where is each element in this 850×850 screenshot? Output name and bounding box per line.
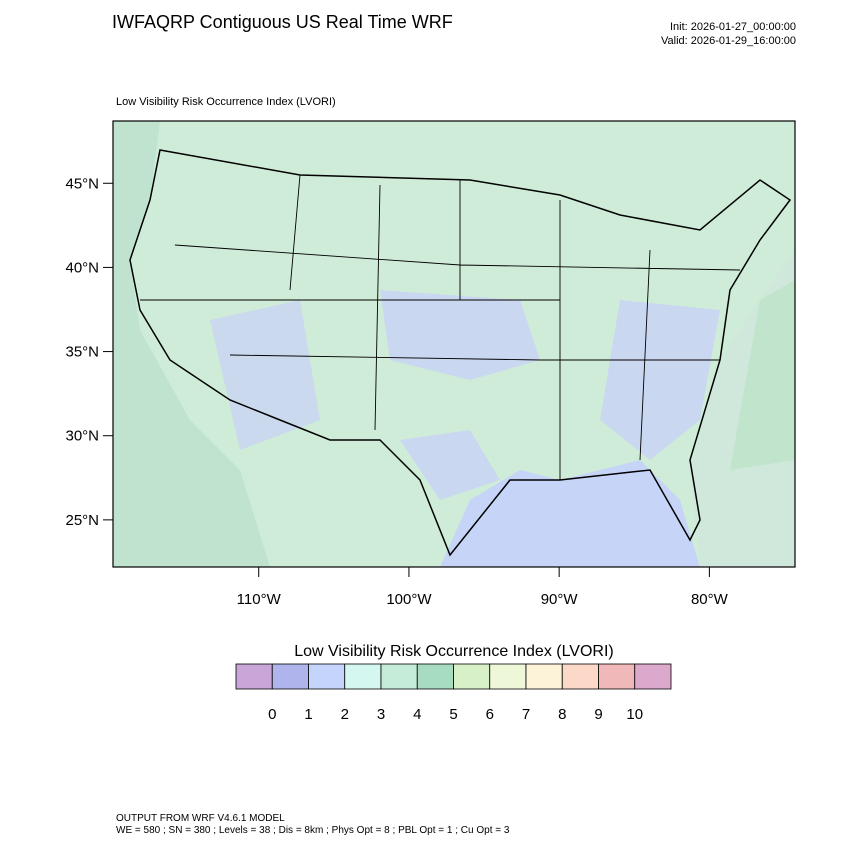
colorbar-box <box>308 663 346 690</box>
colorbar-box <box>561 663 599 690</box>
lon-tick-label: 90°W <box>541 591 579 608</box>
map-frame <box>112 120 796 568</box>
colorbar-box <box>525 663 563 690</box>
footer-line: OUTPUT FROM WRF V4.6.1 MODEL <box>116 813 285 824</box>
lat-tick-label: 35°N <box>65 344 99 361</box>
colorbar-box <box>634 663 672 690</box>
colorbar-label: 0 <box>268 706 276 723</box>
atlantic-shelf <box>730 280 795 470</box>
lat-tick-label: 30°N <box>65 428 99 445</box>
colorbar-box <box>453 663 491 690</box>
init-time: Init: 2026-01-27_00:00:00 <box>670 21 796 33</box>
colorbar-label: 4 <box>413 706 421 723</box>
title: IWFAQRP Contiguous US Real Time WRF <box>112 12 453 32</box>
pacific <box>113 121 270 567</box>
lon-tick-label: 80°W <box>691 591 729 608</box>
colorbar-label: 1 <box>304 706 312 723</box>
southwest-region <box>210 300 320 450</box>
colorbar-label: 9 <box>594 706 602 723</box>
lat-tick-label: 40°N <box>65 259 99 276</box>
colorbar-label: 2 <box>341 706 349 723</box>
colorbar-label: 3 <box>377 706 385 723</box>
lat-tick-label: 45°N <box>65 175 99 192</box>
colorbar-label: 5 <box>449 706 457 723</box>
colorbar-box <box>489 663 527 690</box>
colorbar-box <box>416 663 454 690</box>
colorbar-title: Low Visibility Risk Occurrence Index (LV… <box>294 643 614 660</box>
colorbar-label: 6 <box>486 706 494 723</box>
map <box>112 120 796 568</box>
colorbar-box <box>344 663 382 690</box>
lon-tick-label: 100°W <box>386 591 432 608</box>
us-outline <box>129 149 792 557</box>
valid-time: Valid: 2026-01-29_16:00:00 <box>661 35 796 47</box>
colorbar-box <box>271 663 309 690</box>
texas-region <box>400 430 500 500</box>
map-subtitle: Low Visibility Risk Occurrence Index (LV… <box>116 96 336 108</box>
plains-region <box>380 290 540 380</box>
footer-line: WE = 580 ; SN = 380 ; Levels = 38 ; Dis … <box>116 825 510 836</box>
lon-tick-label: 110°W <box>237 591 282 608</box>
colorbar-box <box>598 663 636 690</box>
state-lines <box>140 174 741 480</box>
colorbar-label: 8 <box>558 706 566 723</box>
lat-tick-label: 25°N <box>65 512 99 529</box>
southeast-region <box>600 300 720 460</box>
colorbar-box <box>380 663 418 690</box>
colorbar-box <box>235 663 273 690</box>
colorbar-label: 7 <box>522 706 530 723</box>
colorbar-label: 10 <box>626 706 643 723</box>
